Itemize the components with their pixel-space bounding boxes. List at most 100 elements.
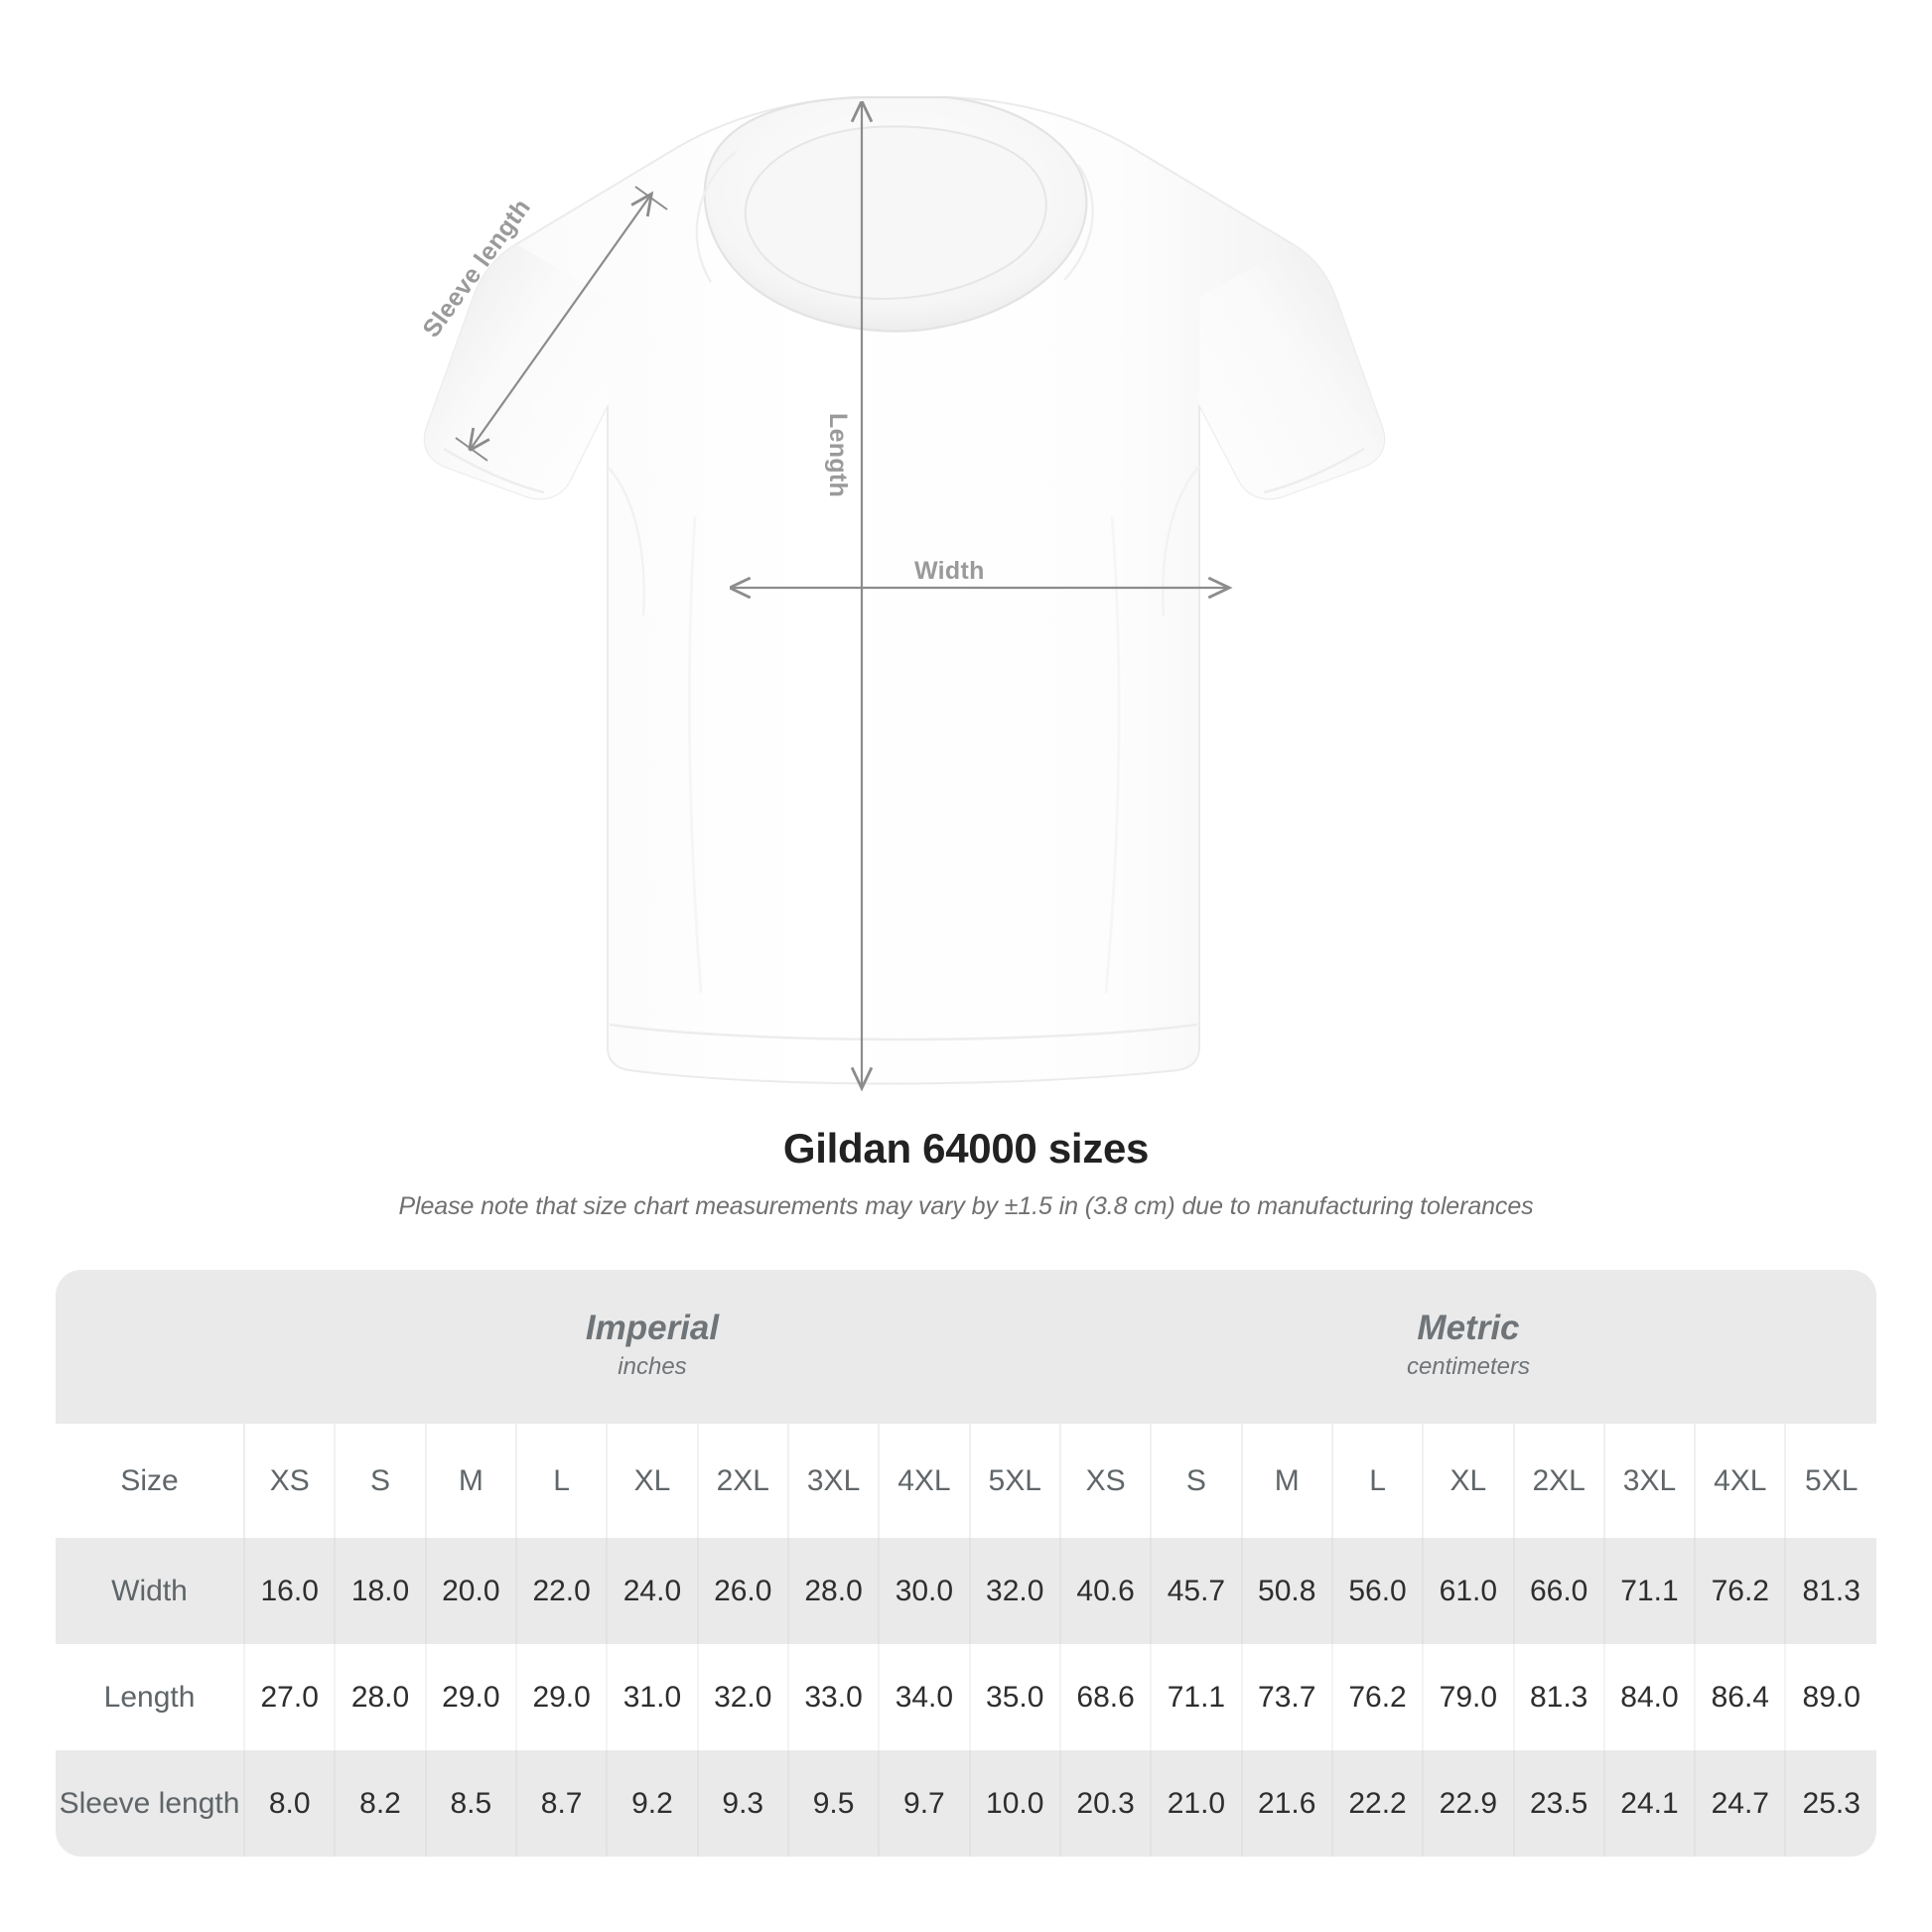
cell-width-metric-m: 50.8 [1241,1538,1333,1644]
size-header-metric-l: L [1331,1424,1425,1538]
cell-sleeve-length-imperial-3xl: 9.5 [787,1750,881,1857]
cell-sleeve-length-metric-l: 22.2 [1331,1750,1425,1857]
metric-system-label: Metric [1417,1309,1520,1348]
cell-sleeve-length-imperial-xs: 8.0 [244,1750,337,1857]
cell-length-imperial-m: 29.0 [425,1644,517,1750]
cell-length-metric-s: 71.1 [1151,1644,1243,1750]
cell-width-metric-5xl: 81.3 [1785,1538,1876,1644]
cell-sleeve-length-metric-xs: 20.3 [1059,1750,1153,1857]
size-header-metric-xl: XL [1423,1424,1515,1538]
cell-sleeve-length-metric-xl: 22.9 [1423,1750,1515,1857]
banner-spacer-cell [56,1270,245,1424]
cell-length-metric-xl: 79.0 [1423,1644,1515,1750]
sleeve-length-dimension-line [471,196,650,449]
table-row-sleeve-length: Sleeve length 8.0 8.2 8.5 8.7 9.2 9.3 9.5 9.7 10.… [56,1750,1876,1857]
cell-length-imperial-2xl: 32.0 [697,1644,789,1750]
size-header-imperial-xs: XS [244,1424,337,1538]
cell-sleeve-length-imperial-xl: 9.2 [607,1750,699,1857]
size-table-container: Imperial inches Metric centimeters Size XS S M L… [56,1270,1876,1857]
size-header-metric-5xl: 5XL [1785,1424,1876,1538]
cell-width-imperial-2xl: 26.0 [697,1538,789,1644]
size-header-row: Size XS S M L XL 2XL 3XL 4XL 5XL XS S M L XL 2XL 3XL 4XL 5… [56,1424,1876,1538]
size-header-imperial-5xl: 5XL [969,1424,1061,1538]
cell-width-metric-l: 56.0 [1331,1538,1425,1644]
cell-width-metric-2xl: 66.0 [1513,1538,1605,1644]
cell-width-imperial-xs: 16.0 [244,1538,337,1644]
size-header-metric-s: S [1151,1424,1243,1538]
tshirt-illustration [423,95,1386,1112]
cell-length-metric-xs: 68.6 [1059,1644,1153,1750]
centimeters-unit-label: centimeters [1406,1352,1530,1380]
title-block: Gildan 64000 sizes Please note that size… [0,1125,1932,1221]
sleeve-tick-top [634,186,668,210]
size-header-metric-m: M [1241,1424,1333,1538]
cell-length-imperial-3xl: 33.0 [787,1644,881,1750]
size-header-imperial-m: M [425,1424,517,1538]
cell-width-metric-xs: 40.6 [1059,1538,1153,1644]
size-header-imperial-s: S [335,1424,427,1538]
cell-width-metric-s: 45.7 [1151,1538,1243,1644]
size-header-imperial-3xl: 3XL [787,1424,881,1538]
cell-width-imperial-xl: 24.0 [607,1538,699,1644]
size-chart-table: Imperial inches Metric centimeters Size XS S M L… [56,1270,1876,1857]
cell-length-imperial-l: 29.0 [515,1644,609,1750]
tshirt-body-shape [423,95,1386,1085]
imperial-system-label: Imperial [585,1309,720,1348]
size-header-imperial-xl: XL [607,1424,699,1538]
cell-length-imperial-xs: 27.0 [244,1644,337,1750]
sleeve-tick-bottom [455,437,488,462]
cell-length-imperial-xl: 31.0 [607,1644,699,1750]
cell-length-metric-4xl: 86.4 [1695,1644,1787,1750]
cell-sleeve-length-metric-s: 21.0 [1151,1750,1243,1857]
size-header-metric-2xl: 2XL [1513,1424,1605,1538]
cell-sleeve-length-metric-2xl: 23.5 [1513,1750,1605,1857]
cell-length-metric-2xl: 81.3 [1513,1644,1605,1750]
size-header-imperial-4xl: 4XL [879,1424,971,1538]
metric-banner-cell: Metric centimeters [1059,1270,1876,1424]
cell-length-metric-3xl: 84.0 [1603,1644,1697,1750]
cell-length-imperial-s: 28.0 [335,1644,427,1750]
cell-width-metric-xl: 61.0 [1423,1538,1515,1644]
cell-width-imperial-3xl: 28.0 [787,1538,881,1644]
cell-sleeve-length-metric-m: 21.6 [1241,1750,1333,1857]
cell-sleeve-length-metric-3xl: 24.1 [1603,1750,1697,1857]
size-header-imperial-l: L [515,1424,609,1538]
cell-length-imperial-5xl: 35.0 [969,1644,1061,1750]
tolerance-note: Please note that size chart measurements… [398,1192,1534,1220]
cell-sleeve-length-metric-4xl: 24.7 [1695,1750,1787,1857]
unit-system-banner-row: Imperial inches Metric centimeters [56,1270,1876,1424]
size-header-metric-xs: XS [1059,1424,1153,1538]
cell-width-imperial-5xl: 32.0 [969,1538,1061,1644]
cell-width-imperial-s: 18.0 [335,1538,427,1644]
cell-width-imperial-l: 22.0 [515,1538,609,1644]
table-row-width: Width 16.0 18.0 20.0 22.0 24.0 26.0 28.0 30.0 32.… [56,1538,1876,1644]
page-title: Gildan 64000 sizes [782,1125,1150,1172]
tshirt-diagram: Sleeve length Length Width [417,95,1386,1112]
cell-width-metric-4xl: 76.2 [1695,1538,1787,1644]
size-header-imperial-2xl: 2XL [697,1424,789,1538]
inches-unit-label: inches [618,1352,687,1380]
cell-sleeve-length-imperial-2xl: 9.3 [697,1750,789,1857]
row-label-length: Length [56,1644,246,1750]
cell-sleeve-length-imperial-s: 8.2 [335,1750,427,1857]
size-header-metric-4xl: 4XL [1695,1424,1787,1538]
cell-length-metric-l: 76.2 [1331,1644,1425,1750]
cell-width-metric-3xl: 71.1 [1603,1538,1697,1644]
cell-sleeve-length-imperial-l: 8.7 [515,1750,609,1857]
width-label: Width [914,557,985,585]
size-header-label: Size [56,1424,246,1538]
size-header-metric-3xl: 3XL [1603,1424,1697,1538]
table-row-length: Length 27.0 28.0 29.0 29.0 31.0 32.0 33.0 34.0 35… [56,1644,1876,1750]
cell-sleeve-length-imperial-4xl: 9.7 [879,1750,971,1857]
cell-width-imperial-4xl: 30.0 [879,1538,971,1644]
cell-length-metric-5xl: 89.0 [1785,1644,1876,1750]
cell-sleeve-length-metric-5xl: 25.3 [1785,1750,1876,1857]
row-label-width: Width [56,1538,246,1644]
cell-length-imperial-4xl: 34.0 [879,1644,971,1750]
imperial-banner-cell: Imperial inches [244,1270,1060,1424]
cell-sleeve-length-imperial-m: 8.5 [425,1750,517,1857]
cell-sleeve-length-imperial-5xl: 10.0 [969,1750,1061,1857]
length-label: Length [824,413,852,498]
row-label-sleeve-length: Sleeve length [56,1750,246,1857]
